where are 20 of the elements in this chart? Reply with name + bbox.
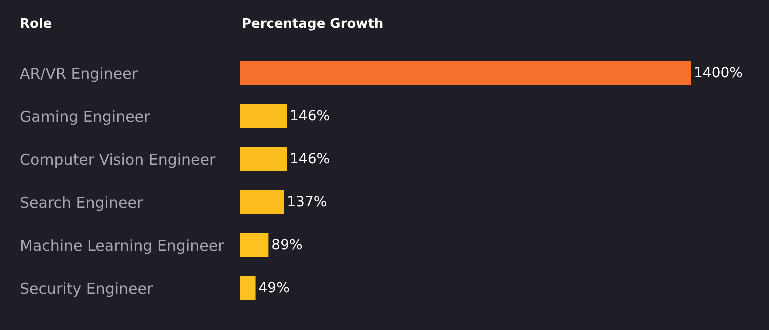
data-label: 137% (287, 194, 328, 210)
bar (240, 147, 288, 172)
y-tick-label: AR/VR Engineer (20, 65, 139, 83)
bar (240, 233, 269, 258)
y-axis-title: Role (20, 17, 52, 32)
y-tick-label: Gaming Engineer (20, 108, 152, 126)
data-label: 146% (290, 152, 330, 168)
y-tick-label: Search Engineer (20, 194, 144, 212)
data-label: 146% (290, 108, 330, 124)
bar (240, 276, 256, 301)
x-axis-title: Percentage Growth (242, 17, 384, 32)
y-tick-label: Security Engineer (20, 280, 154, 298)
bar (240, 190, 284, 215)
data-label: 1400% (694, 66, 743, 82)
y-tick-label: Machine Learning Engineer (20, 237, 226, 255)
bar (240, 104, 288, 129)
bar (240, 61, 691, 86)
y-tick-label: Computer Vision Engineer (20, 151, 217, 169)
data-label: 49% (258, 280, 290, 296)
data-label: 89% (272, 238, 303, 254)
